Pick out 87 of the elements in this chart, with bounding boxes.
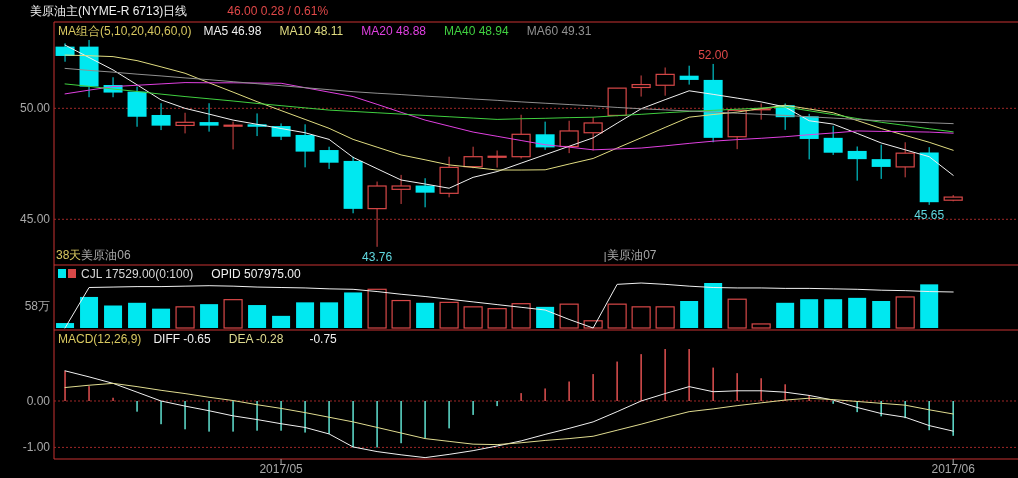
candlestick xyxy=(415,177,435,208)
bar xyxy=(128,302,147,328)
candlestick xyxy=(319,146,339,170)
bar xyxy=(56,323,75,328)
bar xyxy=(536,306,555,328)
candlestick xyxy=(511,114,531,159)
bar xyxy=(631,306,651,329)
legend-label: CJL 17529.00(0:100) xyxy=(81,267,194,281)
bar xyxy=(751,323,771,329)
bar xyxy=(727,298,747,329)
x-tick-label: 2017/06 xyxy=(931,462,976,476)
annotation: 43.76 xyxy=(362,249,393,264)
bar xyxy=(559,303,579,329)
bar xyxy=(920,284,939,328)
annotation: 45.65 xyxy=(914,207,945,222)
legend-title: MA组合(5,10,20,40,60,0) xyxy=(58,24,192,38)
bar xyxy=(104,305,123,328)
bar xyxy=(80,296,99,328)
series-label: OPID 507975.00 xyxy=(211,267,302,281)
y-tick-label: 0.00 xyxy=(26,394,51,408)
bar xyxy=(344,292,363,328)
bar xyxy=(655,306,675,329)
legend-title: MACD(12,26,9) xyxy=(58,332,142,346)
candlestick xyxy=(823,125,843,156)
line-series xyxy=(64,382,954,446)
candlestick xyxy=(295,123,315,168)
bar xyxy=(175,306,195,329)
bar xyxy=(824,299,843,328)
candlestick xyxy=(487,149,507,169)
bar xyxy=(607,303,627,329)
candlestick xyxy=(871,144,891,180)
candlestick xyxy=(391,174,411,205)
annotation: 美原油07 xyxy=(607,248,657,262)
annotation: 52.00 xyxy=(698,47,729,62)
bar xyxy=(152,308,171,328)
bar xyxy=(320,302,339,328)
annotation: -0.75 xyxy=(309,332,338,346)
y-tick-label: 45.00 xyxy=(19,212,51,227)
text: MA10 48.11 xyxy=(279,24,344,38)
bar xyxy=(248,305,267,328)
bar xyxy=(223,299,243,329)
text: MA20 48.88 xyxy=(361,24,427,38)
bar xyxy=(848,297,867,328)
bar xyxy=(296,302,315,328)
text: DEA -0.28 xyxy=(228,332,284,346)
candlestick xyxy=(679,65,699,86)
candlestick xyxy=(199,102,219,133)
bar xyxy=(511,303,531,329)
bar xyxy=(872,301,891,328)
candlestick xyxy=(583,116,603,151)
candlestick xyxy=(631,74,651,98)
y-tick-label: -1.00 xyxy=(22,440,51,455)
text: MA60 49.31 xyxy=(526,24,592,38)
y-tick-label: 50.00 xyxy=(19,101,51,116)
bar xyxy=(391,299,411,329)
text: DIFF -0.65 xyxy=(153,332,212,346)
chart-title: 美原油主(NYME-R 6713)日线 xyxy=(30,4,188,18)
bar xyxy=(272,315,291,328)
bar xyxy=(895,296,915,329)
bar xyxy=(776,302,795,328)
candlestick xyxy=(175,112,195,134)
annotation: 38天 xyxy=(56,248,82,262)
candlestick xyxy=(367,181,387,248)
text: 58万 xyxy=(24,298,50,313)
bar xyxy=(367,288,387,329)
bar xyxy=(704,283,723,328)
bar xyxy=(487,308,507,329)
line-series xyxy=(64,82,954,151)
text: MA5 46.98 xyxy=(203,24,262,38)
bar xyxy=(416,302,435,328)
candlestick xyxy=(223,121,243,150)
annotation: 美原油06 xyxy=(81,248,132,262)
chart-subtitle: 46.00 0.28 / 0.61% xyxy=(227,4,329,18)
candlestick xyxy=(847,146,867,182)
text: MA40 48.94 xyxy=(444,24,510,38)
line-series xyxy=(64,83,954,133)
bar xyxy=(463,306,483,329)
candlestick xyxy=(895,141,915,178)
bar xyxy=(680,301,699,328)
bar xyxy=(200,304,219,328)
candlestick xyxy=(655,66,675,97)
bar xyxy=(439,301,459,329)
bar xyxy=(800,299,819,328)
candlestick xyxy=(151,102,171,131)
line-series xyxy=(64,370,954,459)
x-tick-label: 2017/05 xyxy=(259,462,304,476)
candlestick xyxy=(559,120,579,154)
